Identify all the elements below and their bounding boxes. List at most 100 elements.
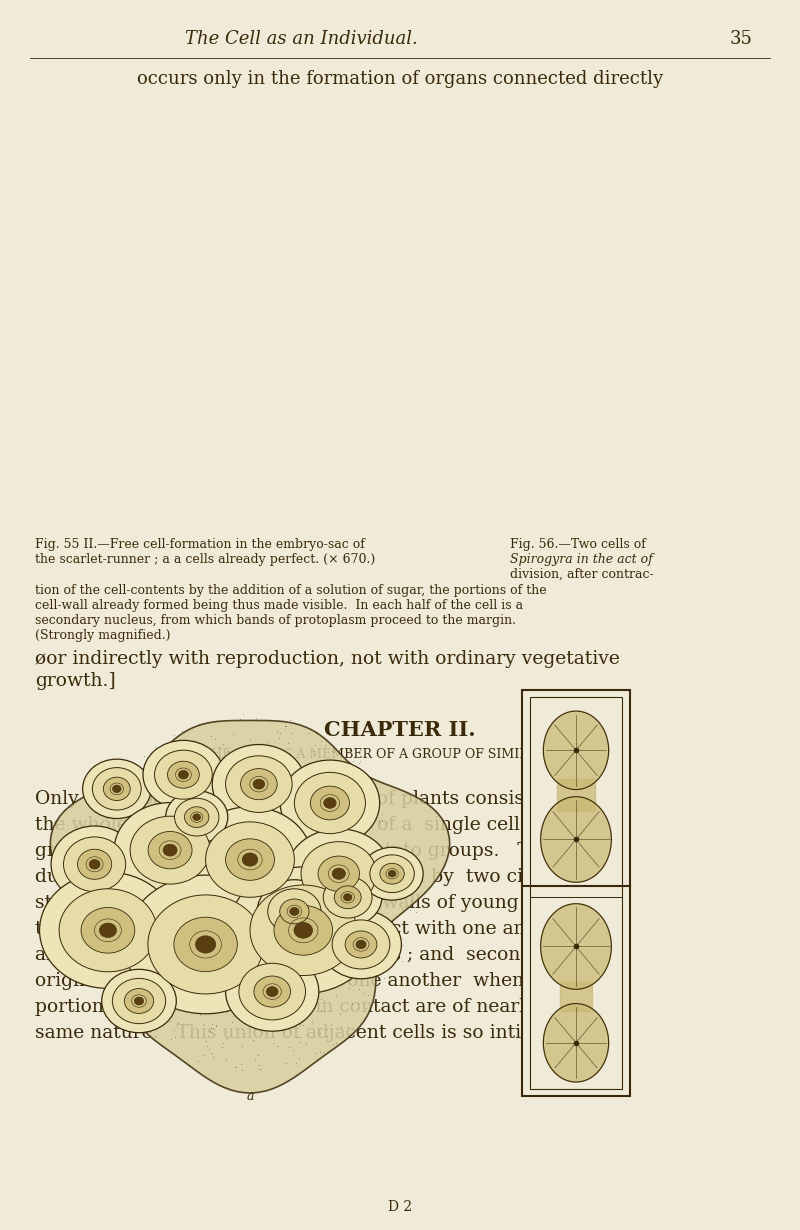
Ellipse shape <box>253 779 265 790</box>
Ellipse shape <box>134 998 144 1005</box>
Ellipse shape <box>78 849 112 879</box>
Ellipse shape <box>286 829 392 919</box>
Ellipse shape <box>332 920 390 969</box>
Text: amalgamate into a homogeneous mass ; and  secondly, cells: amalgamate into a homogeneous mass ; and… <box>35 946 601 964</box>
Ellipse shape <box>167 761 199 788</box>
Text: D 2: D 2 <box>388 1200 412 1214</box>
Text: division, after contrac-: division, after contrac- <box>510 568 654 581</box>
Ellipse shape <box>130 817 210 884</box>
Ellipse shape <box>323 877 372 918</box>
Ellipse shape <box>274 905 333 956</box>
Ellipse shape <box>345 931 377 958</box>
Ellipse shape <box>148 895 263 994</box>
Ellipse shape <box>59 889 157 972</box>
Ellipse shape <box>114 803 226 898</box>
Ellipse shape <box>280 899 309 924</box>
Ellipse shape <box>334 886 361 909</box>
Ellipse shape <box>206 822 294 898</box>
Ellipse shape <box>226 952 319 1031</box>
Ellipse shape <box>356 940 366 948</box>
Bar <box>530 696 622 1090</box>
Ellipse shape <box>294 772 366 834</box>
Ellipse shape <box>99 922 117 937</box>
Ellipse shape <box>89 860 100 870</box>
Ellipse shape <box>290 908 299 915</box>
Text: øor indirectly with reproduction, not with ordinary vegetative: øor indirectly with reproduction, not wi… <box>35 649 620 668</box>
Ellipse shape <box>163 844 177 856</box>
Text: growth.]: growth.] <box>35 672 116 690</box>
Text: secondary nucleus, from which bands of protoplasm proceed to the margin.: secondary nucleus, from which bands of p… <box>35 614 516 627</box>
Text: Spirogyra in the act of: Spirogyra in the act of <box>510 554 653 566</box>
Ellipse shape <box>324 797 336 808</box>
Text: The Cell as an Individual.: The Cell as an Individual. <box>185 30 418 48</box>
Ellipse shape <box>178 770 189 779</box>
Ellipse shape <box>212 744 306 824</box>
Text: tiguous cells, where they are in contact with one another,: tiguous cells, where they are in contact… <box>35 920 580 938</box>
Ellipse shape <box>343 894 352 900</box>
Ellipse shape <box>226 839 274 881</box>
Polygon shape <box>541 904 611 989</box>
Text: (Strongly magnified.): (Strongly magnified.) <box>35 629 170 642</box>
Ellipse shape <box>124 989 154 1014</box>
Ellipse shape <box>102 969 176 1033</box>
Ellipse shape <box>193 814 201 820</box>
Ellipse shape <box>113 785 121 792</box>
Ellipse shape <box>39 872 176 989</box>
Ellipse shape <box>185 807 209 828</box>
Text: cell-wall already formed being thus made visible.  In each half of the cell is a: cell-wall already formed being thus made… <box>35 599 523 613</box>
Ellipse shape <box>321 910 402 979</box>
Polygon shape <box>543 1004 609 1082</box>
Ellipse shape <box>318 856 359 892</box>
Text: originally distinct  coalesce with one another  when the: originally distinct coalesce with one an… <box>35 972 561 990</box>
Ellipse shape <box>154 750 212 800</box>
Ellipse shape <box>92 768 142 811</box>
Ellipse shape <box>229 867 378 994</box>
Ellipse shape <box>310 786 350 820</box>
Ellipse shape <box>82 759 151 818</box>
Ellipse shape <box>370 855 414 893</box>
Ellipse shape <box>241 769 277 800</box>
Polygon shape <box>560 982 592 1011</box>
Ellipse shape <box>166 791 228 844</box>
Ellipse shape <box>143 740 224 809</box>
Text: Only a comparatively small number of plants consist, during: Only a comparatively small number of pla… <box>35 790 606 808</box>
Ellipse shape <box>226 755 292 813</box>
Ellipse shape <box>112 978 166 1023</box>
Ellipse shape <box>103 777 130 801</box>
Text: CHAPTER II.: CHAPTER II. <box>324 720 476 740</box>
Ellipse shape <box>174 918 238 972</box>
Ellipse shape <box>51 827 138 903</box>
Ellipse shape <box>361 847 423 900</box>
Polygon shape <box>541 797 611 882</box>
Text: same nature.   This union of adjacent cells is so intimate: same nature. This union of adjacent cell… <box>35 1025 568 1042</box>
Text: portions of the walls that are in contact are of nearly  the: portions of the walls that are in contac… <box>35 998 578 1016</box>
Ellipse shape <box>294 922 313 938</box>
Text: the scarlet-runner ; a a cells already perfect. (× 670.): the scarlet-runner ; a a cells already p… <box>35 554 375 566</box>
Text: occurs only in the formation of organs connected directly: occurs only in the formation of organs c… <box>137 70 663 89</box>
Text: 35: 35 <box>730 30 753 48</box>
Bar <box>522 690 630 1096</box>
Ellipse shape <box>266 986 278 996</box>
Polygon shape <box>50 721 450 1093</box>
Ellipse shape <box>239 963 306 1020</box>
Ellipse shape <box>380 863 404 884</box>
Text: duction of these groups of cells is caused by  two circum-: duction of these groups of cells is caus… <box>35 868 578 886</box>
Text: stances :—In the first place, the cell-walls of young con-: stances :—In the first place, the cell-w… <box>35 894 565 911</box>
Polygon shape <box>543 711 609 790</box>
Ellipse shape <box>125 875 286 1014</box>
Text: tion of the cell-contents by the addition of a solution of sugar, the portions o: tion of the cell-contents by the additio… <box>35 584 546 597</box>
Ellipse shape <box>250 886 357 975</box>
Ellipse shape <box>268 889 321 934</box>
Ellipse shape <box>388 871 396 877</box>
Ellipse shape <box>81 908 134 953</box>
Text: THE CELL AS A MEMBER OF A GROUP OF SIMILAR CELLS.: THE CELL AS A MEMBER OF A GROUP OF SIMIL… <box>203 748 597 761</box>
Ellipse shape <box>63 836 126 892</box>
Ellipse shape <box>242 852 258 866</box>
Ellipse shape <box>188 807 312 913</box>
Text: Fig. 56.—Two cells of: Fig. 56.—Two cells of <box>510 538 646 551</box>
Ellipse shape <box>148 831 192 868</box>
Ellipse shape <box>332 868 346 879</box>
Text: the whole period of their existence, of a  single cell ; in the: the whole period of their existence, of … <box>35 815 593 834</box>
Ellipse shape <box>195 936 216 953</box>
Text: greater number the cells  are united into groups.   The pro-: greater number the cells are united into… <box>35 843 598 860</box>
